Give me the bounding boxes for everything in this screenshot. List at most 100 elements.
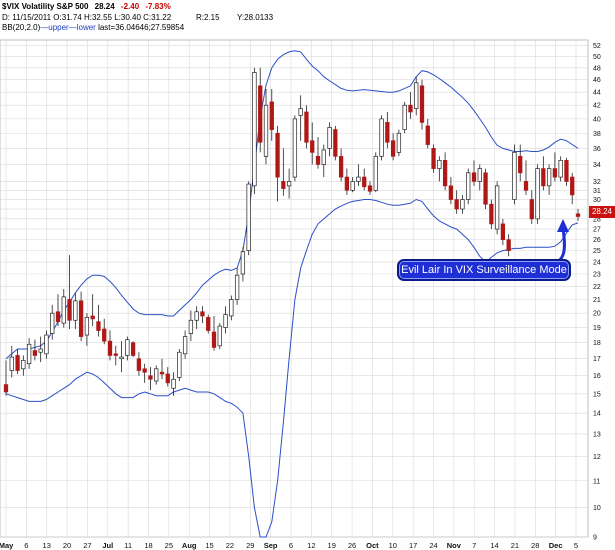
bollinger-legend: BB(20,2.0)—upper—lower last=36.04646;27.… xyxy=(2,23,184,32)
x-tick-label: May xyxy=(0,541,14,550)
y-tick-label: 34 xyxy=(593,162,601,169)
symbol-title: $VIX Volatility S&P 500 xyxy=(2,2,89,11)
candle-body xyxy=(425,125,430,145)
candle-body xyxy=(362,176,367,188)
candle xyxy=(575,209,581,221)
candlesticks xyxy=(3,67,581,396)
candle xyxy=(21,355,26,376)
candle-body xyxy=(182,336,188,355)
candle xyxy=(78,291,84,342)
candle-body xyxy=(26,343,32,365)
candle xyxy=(292,115,298,182)
candle xyxy=(50,304,55,340)
candle-body xyxy=(154,368,159,382)
x-tick-label: 6 xyxy=(289,541,293,550)
candle xyxy=(223,306,228,334)
candle xyxy=(67,255,72,330)
y-tick-label: 50 xyxy=(593,54,601,61)
x-tick-label: 10 xyxy=(389,541,397,550)
candle-body xyxy=(460,199,465,210)
candle xyxy=(229,295,234,321)
candle xyxy=(333,125,338,161)
candle-body xyxy=(518,155,523,174)
x-tick-label: Sep xyxy=(264,541,278,550)
candle xyxy=(286,168,292,199)
x-tick-label: 15 xyxy=(205,541,213,550)
candle-body xyxy=(286,181,292,187)
price-change: -2.40 xyxy=(120,2,140,11)
candle-body xyxy=(564,159,569,182)
x-tick-label: Aug xyxy=(182,541,197,550)
candle-body xyxy=(217,325,222,347)
candle-body xyxy=(113,353,118,356)
y-tick-label: 10 xyxy=(593,505,601,512)
candle-body xyxy=(431,148,436,169)
candle-body xyxy=(234,274,240,300)
candle xyxy=(246,181,251,256)
x-tick-label: 11 xyxy=(124,541,132,550)
candle-body xyxy=(396,132,402,153)
candle xyxy=(107,330,113,361)
candle-body xyxy=(171,378,176,389)
y-readout: Y:28.0133 xyxy=(237,13,274,22)
candle xyxy=(177,349,182,382)
candle xyxy=(483,168,488,210)
x-tick-label: 18 xyxy=(144,541,152,550)
candle-body xyxy=(373,155,378,191)
r-readout: R:2.15 xyxy=(196,13,220,22)
candle xyxy=(44,330,49,359)
candle-body xyxy=(535,168,540,220)
candle xyxy=(252,67,257,194)
y-tick-label: 24 xyxy=(593,260,601,267)
y-tick-label: 28 xyxy=(593,216,601,223)
candle-body xyxy=(442,159,448,187)
candle xyxy=(338,148,344,182)
candle-body xyxy=(350,181,355,191)
candle xyxy=(552,152,558,182)
x-tick-label: 17 xyxy=(409,541,417,550)
candle-body xyxy=(130,342,136,356)
candle-body xyxy=(321,149,326,165)
y-tick-label: 31 xyxy=(593,188,601,195)
candle-body xyxy=(454,199,459,210)
y-tick-label: 15 xyxy=(593,391,601,398)
candle-body xyxy=(50,312,55,334)
y-tick-label: 12 xyxy=(593,454,601,461)
candle-body xyxy=(367,185,373,192)
candle xyxy=(136,352,142,376)
candle xyxy=(142,363,147,383)
candle-body xyxy=(477,168,482,182)
plot-background xyxy=(0,39,589,538)
candle-body xyxy=(448,185,454,200)
candle-body xyxy=(292,118,298,178)
candle xyxy=(182,330,188,359)
candle xyxy=(165,367,170,387)
candle xyxy=(512,144,517,205)
bollinger-upper-label: —upper xyxy=(40,23,69,32)
candle-body xyxy=(489,203,494,225)
candle-body xyxy=(523,181,529,191)
candle xyxy=(379,115,384,161)
candle-body xyxy=(96,321,101,331)
last-price: 28.24 xyxy=(94,2,115,11)
candle xyxy=(454,190,459,214)
annotation-callout: Evil Lair In VIX Surveillance Mode xyxy=(397,259,571,281)
candle-body xyxy=(188,319,194,334)
candle xyxy=(26,338,32,369)
candle-body xyxy=(327,127,332,149)
x-tick-label: 21 xyxy=(511,541,519,550)
y-tick-label: 17 xyxy=(593,356,601,363)
y-tick-label: 16 xyxy=(593,373,601,380)
bollinger-last-values: last=36.04646;27.59854 xyxy=(98,23,185,32)
candle-body xyxy=(390,140,396,157)
candle xyxy=(570,172,575,205)
x-tick-label: Nov xyxy=(447,541,462,550)
candle-body xyxy=(67,299,72,321)
candle-body xyxy=(177,351,182,378)
candle xyxy=(84,313,90,346)
x-tick-label: 26 xyxy=(348,541,356,550)
candle xyxy=(321,144,326,178)
x-tick-label: 13 xyxy=(43,541,51,550)
annotation-arrowhead xyxy=(557,219,569,232)
candle xyxy=(113,345,118,366)
